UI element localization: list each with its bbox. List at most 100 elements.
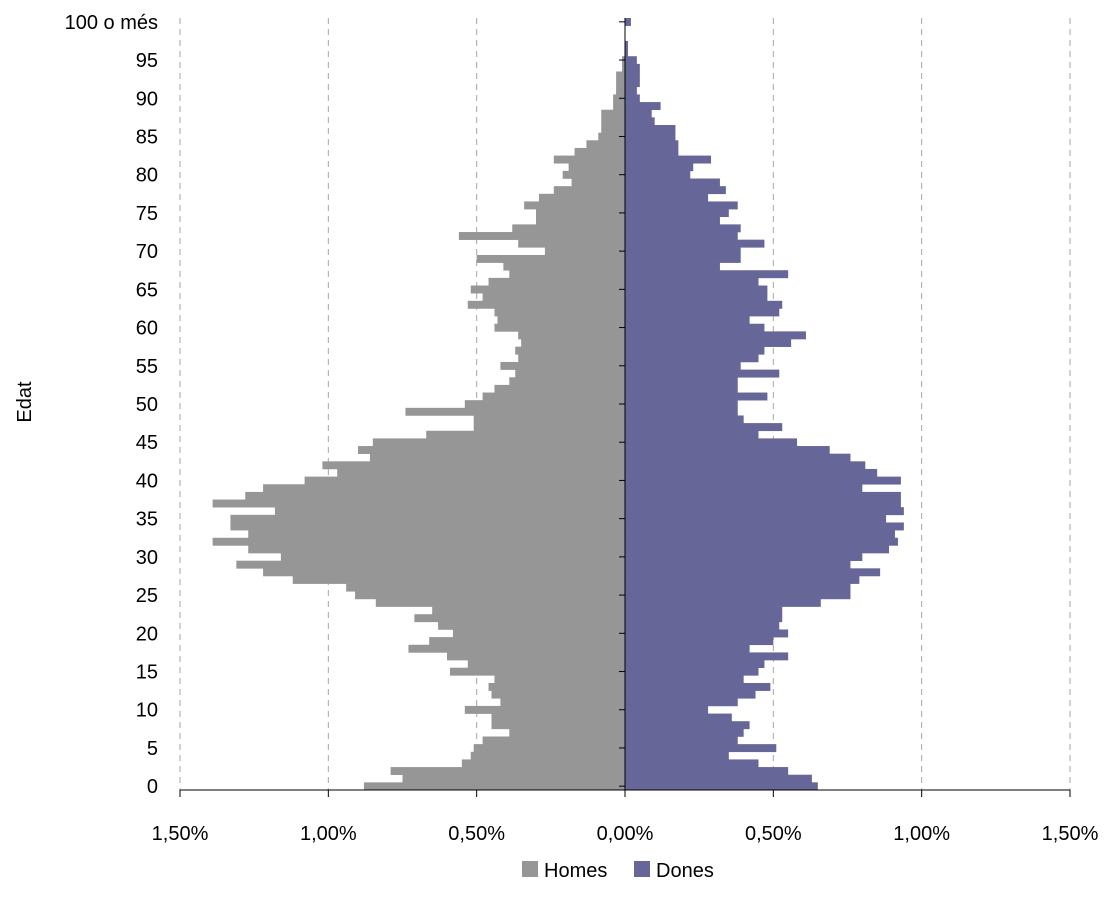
bar-homes-age-9 [491, 713, 625, 722]
bar-homes-age-24 [375, 598, 625, 607]
bar-dones-age-21 [625, 621, 780, 630]
bar-homes-age-40 [304, 476, 625, 485]
bar-homes-age-42 [322, 461, 625, 470]
y-tick-label: 25 [136, 585, 158, 607]
x-tick-label: 0,50% [448, 823, 505, 845]
bar-dones-age-15 [625, 667, 759, 676]
bar-dones-age-14 [625, 675, 744, 684]
bar-dones-age-3 [625, 759, 759, 768]
y-axis-title: Edat [14, 381, 36, 423]
bar-homes-age-93 [616, 71, 625, 80]
bar-dones-age-38 [625, 491, 901, 500]
bar-dones-age-9 [625, 713, 732, 722]
bar-dones-age-35 [625, 514, 887, 523]
y-tick-label: 65 [136, 279, 158, 301]
legend-label-dones: Dones [656, 860, 714, 882]
bar-dones-age-26 [625, 583, 851, 592]
bar-dones-age-60 [625, 323, 765, 332]
bar-dones-age-75 [625, 209, 729, 218]
x-tick-label: 1,50% [1042, 823, 1099, 845]
x-tick-label: 1,00% [893, 823, 950, 845]
y-tick-label: 75 [136, 203, 158, 225]
bar-dones-age-31 [625, 545, 890, 554]
y-tick-label: 35 [136, 509, 158, 531]
legend-swatch-homes [522, 861, 538, 877]
bar-homes-age-17 [447, 652, 625, 661]
bar-dones-age-4 [625, 751, 729, 760]
bar-homes-age-85 [598, 132, 625, 141]
bar-homes-age-47 [473, 423, 625, 432]
bar-homes-age-67 [509, 270, 625, 279]
bar-dones-age-100 [625, 18, 631, 26]
bar-dones-age-53 [625, 377, 738, 386]
bar-homes-age-31 [248, 545, 625, 554]
bar-dones-age-24 [625, 598, 821, 607]
bar-homes-age-77 [538, 193, 625, 202]
bar-dones-age-51 [625, 392, 768, 401]
bar-homes-age-7 [509, 728, 625, 737]
bar-homes-age-55 [500, 361, 625, 370]
bar-dones-age-39 [625, 484, 863, 493]
bar-homes-age-81 [568, 163, 625, 172]
bar-dones-age-80 [625, 170, 691, 179]
bar-dones-age-25 [625, 591, 851, 600]
bar-dones-age-97 [625, 40, 628, 49]
y-tick-label: 30 [136, 547, 158, 569]
bar-dones-age-47 [625, 423, 783, 432]
bar-dones-age-2 [625, 767, 789, 776]
y-tick-label: 55 [136, 356, 158, 378]
bar-homes-age-10 [464, 705, 625, 714]
bar-dones-age-40 [625, 476, 901, 485]
y-tick-label: 0 [147, 776, 158, 798]
bar-dones-age-18 [625, 644, 750, 653]
bar-homes-age-91 [616, 86, 625, 95]
bar-homes-age-29 [236, 560, 625, 569]
y-tick-label: 5 [147, 738, 158, 760]
bar-dones-age-43 [625, 453, 851, 462]
bar-homes-age-46 [426, 430, 625, 439]
bar-dones-age-71 [625, 239, 765, 248]
bar-homes-age-32 [212, 537, 625, 546]
bar-dones-age-65 [625, 285, 768, 294]
bar-homes-age-41 [337, 468, 625, 477]
bar-dones-age-68 [625, 262, 720, 271]
bar-homes-age-8 [491, 721, 625, 730]
bar-homes-age-25 [355, 591, 625, 600]
bar-dones-age-73 [625, 224, 741, 233]
bar-dones-age-59 [625, 331, 806, 340]
bar-homes-age-70 [544, 247, 625, 256]
bar-dones-age-49 [625, 407, 738, 416]
bar-dones-age-45 [625, 438, 798, 447]
bar-homes-age-84 [586, 140, 625, 149]
bar-homes-age-78 [553, 186, 625, 195]
bar-dones-age-20 [625, 629, 789, 638]
bar-dones-age-46 [625, 430, 759, 439]
bar-dones-age-91 [625, 86, 637, 95]
bar-homes-age-11 [500, 698, 625, 707]
bar-homes-age-49 [405, 407, 625, 416]
bar-dones-age-29 [625, 560, 851, 569]
bar-dones-age-50 [625, 400, 738, 409]
bar-dones-age-82 [625, 155, 712, 164]
y-tick-label: 15 [136, 662, 158, 684]
bar-dones-age-54 [625, 369, 780, 378]
bar-homes-age-5 [473, 744, 625, 753]
bar-dones-age-28 [625, 568, 881, 577]
bar-homes-age-33 [248, 530, 625, 539]
bar-homes-age-21 [438, 621, 625, 630]
axes [179, 18, 1071, 797]
bar-dones-age-67 [625, 270, 789, 279]
bar-homes-age-74 [536, 216, 625, 225]
bar-dones-age-78 [625, 186, 726, 195]
bar-dones-age-56 [625, 354, 759, 363]
bar-homes-age-58 [521, 339, 625, 347]
bar-dones-age-37 [625, 499, 901, 508]
bar-dones-age-6 [625, 736, 738, 745]
bar-dones-age-10 [625, 705, 709, 714]
bar-dones-age-0 [625, 782, 818, 791]
bar-homes-age-2 [390, 767, 625, 776]
y-tick-label: 100 o més [65, 12, 158, 34]
bar-dones-age-89 [625, 102, 661, 111]
bar-dones-age-22 [625, 614, 783, 623]
